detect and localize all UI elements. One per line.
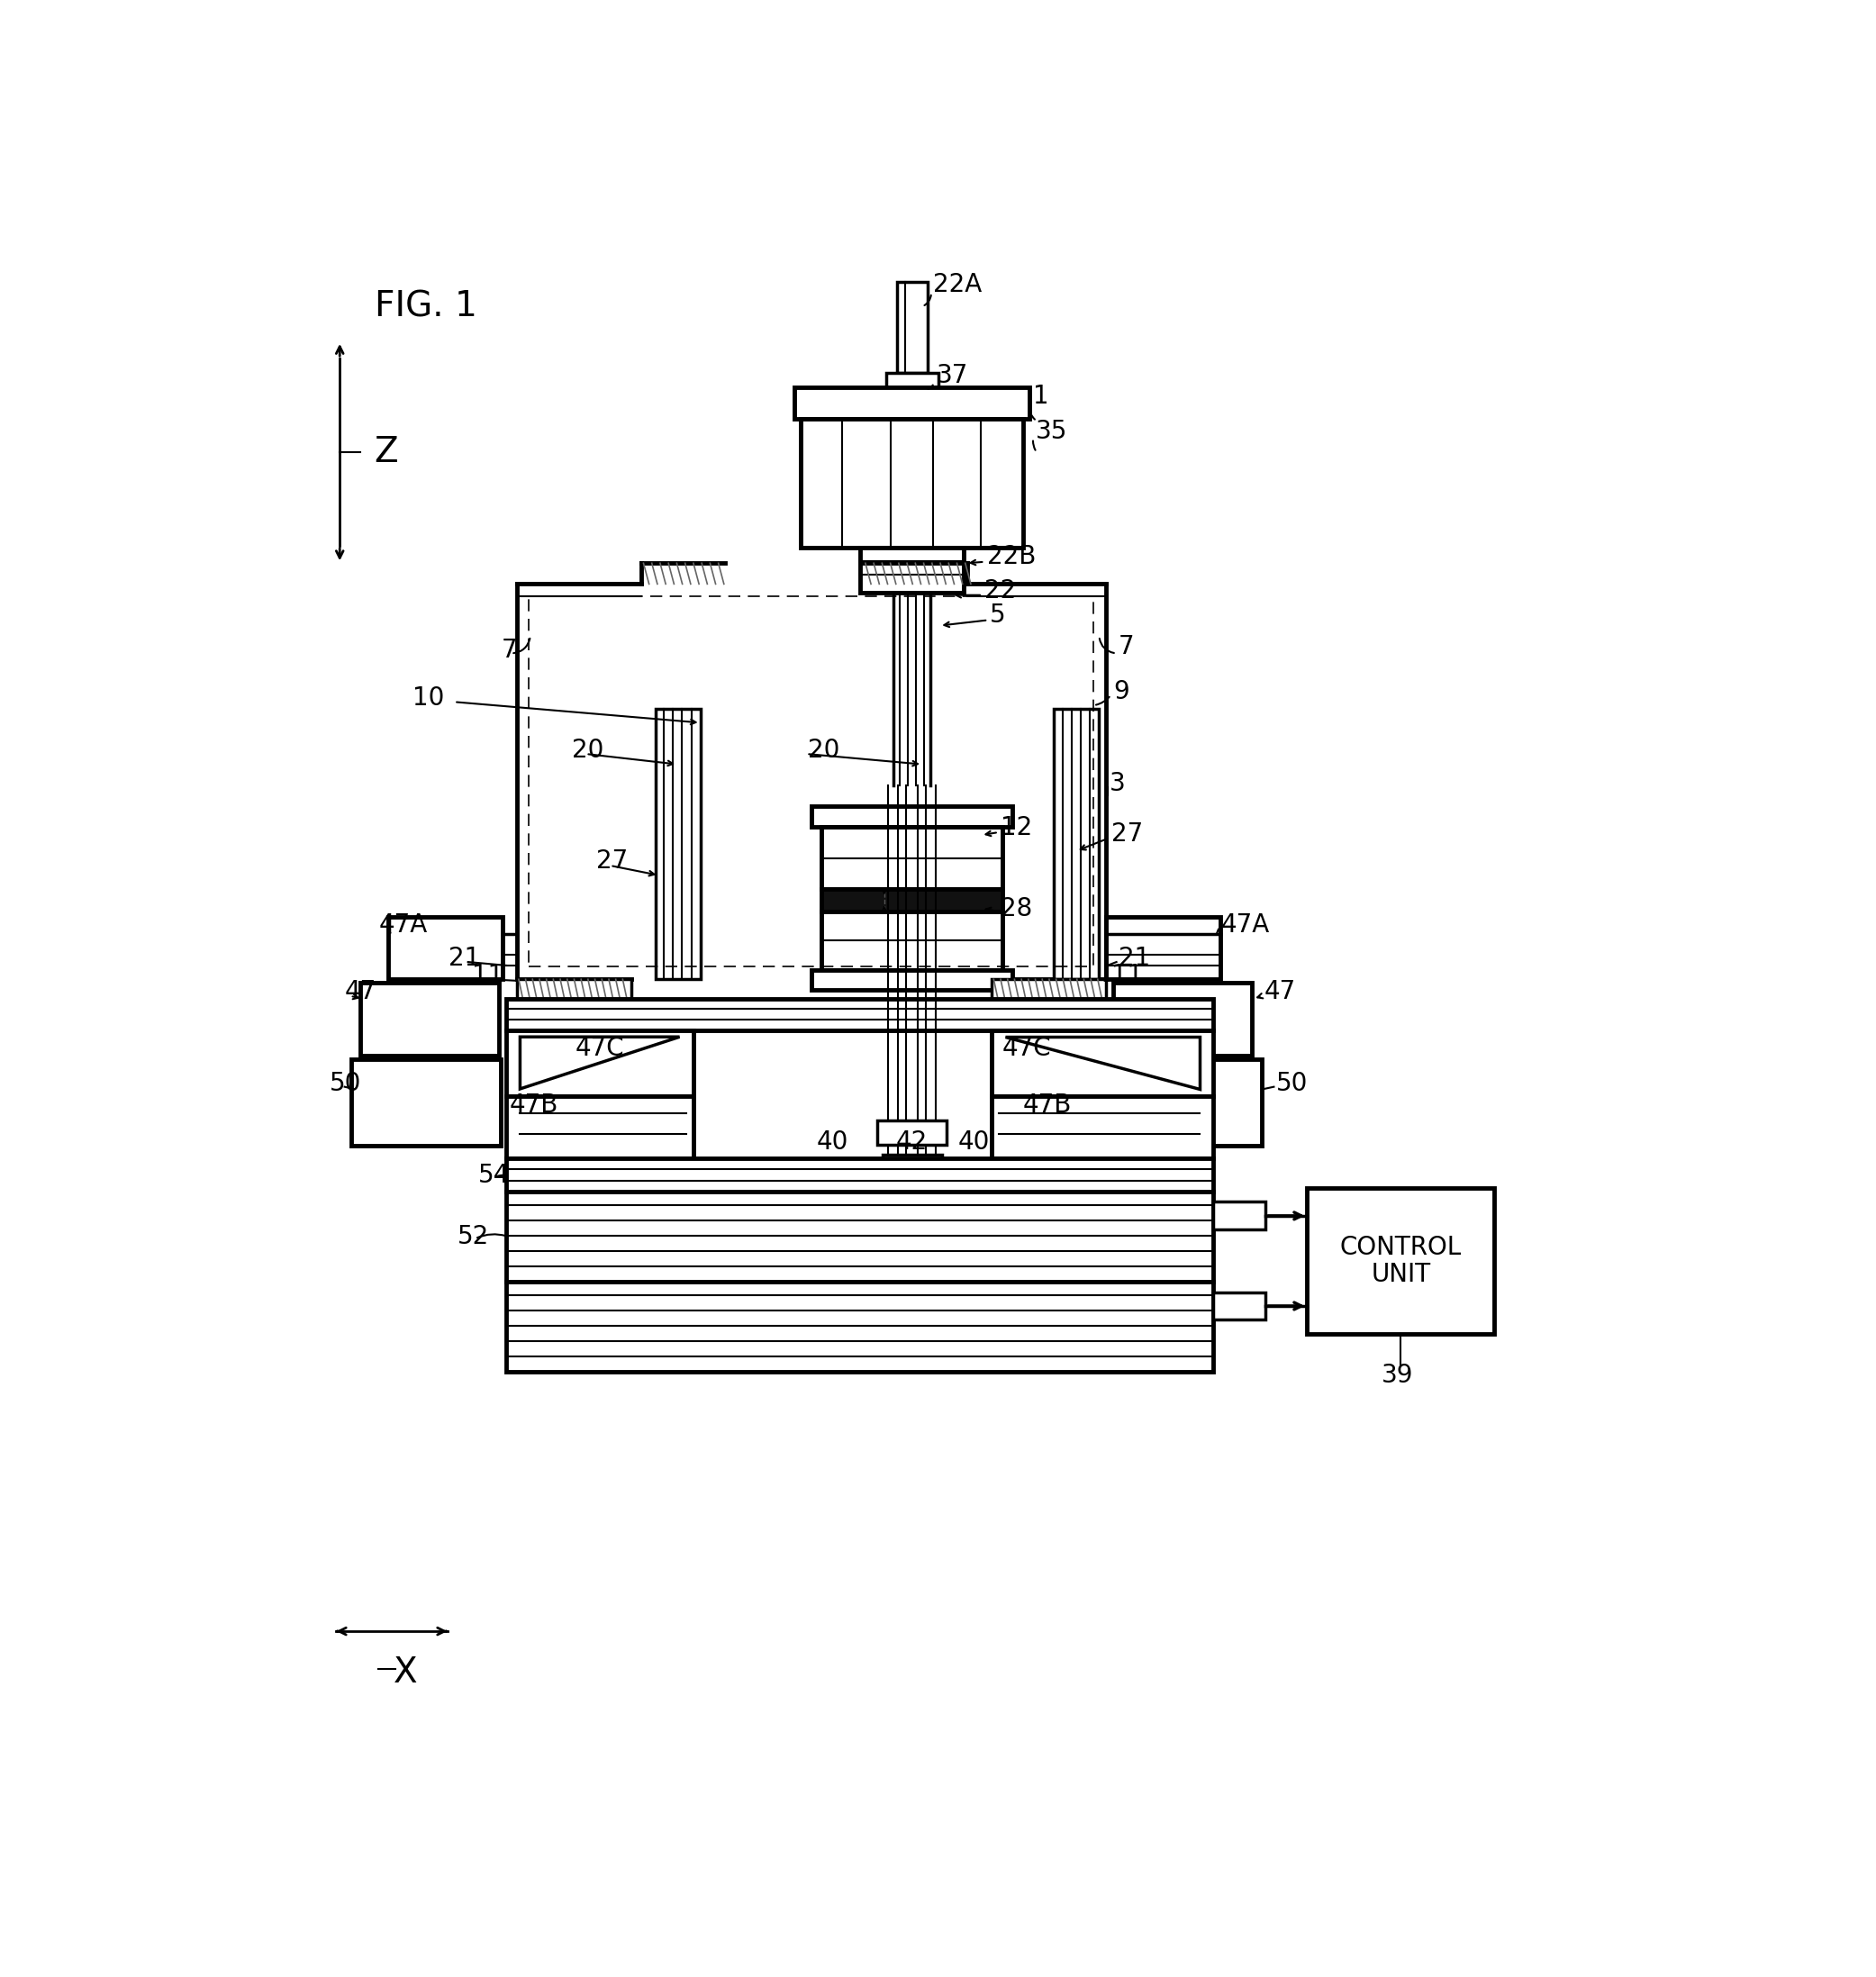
Text: 50: 50 — [330, 1072, 362, 1095]
Text: 5: 5 — [989, 603, 1006, 629]
Bar — [801, 419, 1022, 548]
Text: X: X — [394, 1655, 418, 1690]
Bar — [859, 548, 964, 593]
Bar — [822, 890, 1002, 911]
Text: FIG. 1: FIG. 1 — [375, 289, 477, 324]
Bar — [360, 983, 499, 1056]
Bar — [1214, 1202, 1266, 1230]
Bar — [810, 971, 1013, 990]
Bar — [1112, 1060, 1263, 1147]
Bar — [884, 1155, 942, 1190]
Bar — [810, 807, 1013, 826]
Bar — [388, 917, 503, 979]
Text: 11: 11 — [471, 963, 503, 988]
Bar — [529, 597, 1094, 967]
Bar — [507, 1281, 1214, 1372]
Text: 40: 40 — [816, 1129, 848, 1155]
Text: 54: 54 — [478, 1162, 510, 1188]
Bar — [992, 1030, 1214, 1095]
Text: 47B: 47B — [510, 1093, 559, 1119]
Bar — [897, 283, 929, 372]
Text: 22A: 22A — [932, 271, 981, 297]
Text: 52: 52 — [458, 1224, 490, 1249]
Text: 47B: 47B — [1022, 1093, 1071, 1119]
Bar — [878, 1121, 947, 1145]
Text: 22B: 22B — [987, 544, 1036, 569]
Text: 47: 47 — [1264, 979, 1296, 1004]
Polygon shape — [1006, 1036, 1199, 1089]
Text: 40: 40 — [959, 1129, 991, 1155]
Text: 3: 3 — [1109, 771, 1126, 797]
Text: 47A: 47A — [1221, 913, 1270, 937]
Text: 20: 20 — [572, 737, 604, 763]
Text: 7: 7 — [501, 637, 518, 662]
Bar — [822, 826, 1002, 890]
Text: 27: 27 — [1112, 820, 1142, 846]
Bar — [507, 1159, 1214, 1192]
Bar — [794, 387, 1030, 419]
Text: 12: 12 — [1000, 817, 1032, 840]
Bar — [1214, 1293, 1266, 1321]
Text: 35: 35 — [1036, 419, 1067, 445]
Text: 1: 1 — [1034, 384, 1049, 409]
Text: 9: 9 — [1112, 678, 1129, 704]
Bar — [1107, 917, 1221, 979]
Text: Z: Z — [375, 435, 398, 469]
Text: 50: 50 — [1276, 1072, 1308, 1095]
Text: 27: 27 — [597, 848, 628, 874]
Bar — [507, 1030, 694, 1095]
Text: 37: 37 — [936, 364, 968, 389]
Text: 47: 47 — [345, 979, 377, 1004]
Text: 22: 22 — [985, 579, 1017, 603]
Bar — [1308, 1188, 1495, 1334]
Text: 47C: 47C — [1002, 1036, 1051, 1062]
Text: 47C: 47C — [576, 1036, 625, 1062]
Text: CONTROL: CONTROL — [1339, 1234, 1461, 1259]
Bar — [1112, 983, 1251, 1056]
Bar — [655, 710, 700, 979]
Bar — [992, 979, 1107, 998]
Bar — [516, 979, 630, 998]
Text: 42: 42 — [897, 1129, 929, 1155]
Text: 28: 28 — [1000, 896, 1032, 921]
Text: 39: 39 — [1381, 1362, 1413, 1388]
Text: 47A: 47A — [379, 913, 428, 937]
Bar — [507, 1095, 694, 1159]
Text: 10: 10 — [413, 686, 445, 712]
Polygon shape — [520, 1036, 679, 1089]
Text: UNIT: UNIT — [1371, 1261, 1431, 1287]
Bar — [507, 998, 1214, 1030]
Text: 21: 21 — [1118, 945, 1150, 971]
Text: 20: 20 — [809, 737, 840, 763]
Text: 11: 11 — [1112, 963, 1142, 988]
Bar — [1054, 710, 1099, 979]
Text: 7: 7 — [1118, 635, 1135, 658]
Bar — [507, 1192, 1214, 1281]
Text: 21: 21 — [448, 945, 480, 971]
Bar — [992, 1095, 1214, 1159]
Bar — [822, 911, 1002, 971]
Bar — [885, 372, 938, 387]
Bar — [351, 1060, 501, 1147]
